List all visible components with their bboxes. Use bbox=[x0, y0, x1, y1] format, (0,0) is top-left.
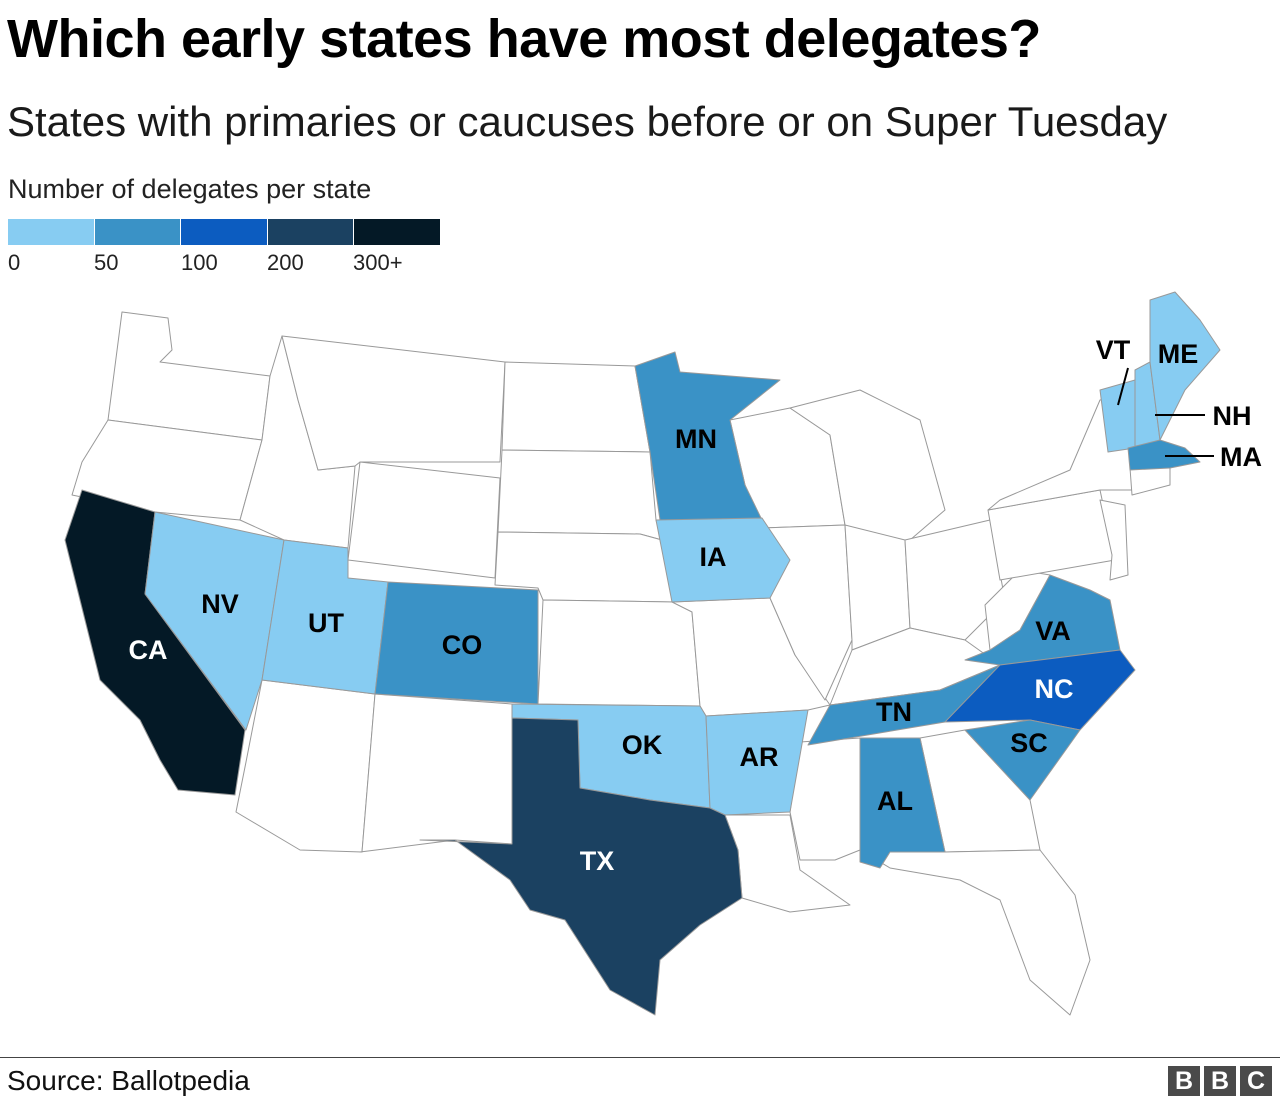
state-nj bbox=[1099, 499, 1129, 581]
chart-subtitle: States with primaries or caucuses before… bbox=[7, 98, 1168, 145]
footer-divider bbox=[0, 1057, 1280, 1058]
bbc-logo-letter-1: B bbox=[1168, 1066, 1200, 1096]
legend-swatch-300-plus bbox=[354, 219, 440, 245]
state-ia bbox=[655, 517, 791, 603]
label-nv: NV bbox=[201, 589, 239, 619]
label-me: ME bbox=[1158, 339, 1199, 369]
bbc-logo-letter-2: B bbox=[1204, 1066, 1236, 1096]
state-nd bbox=[501, 361, 651, 453]
state-va bbox=[964, 574, 1121, 666]
label-ia: IA bbox=[700, 542, 727, 572]
state-ks bbox=[537, 599, 701, 707]
label-va: VA bbox=[1035, 616, 1071, 646]
label-ma: MA bbox=[1220, 442, 1262, 472]
state-fl bbox=[859, 849, 1091, 1016]
state-mt bbox=[281, 335, 506, 471]
label-ca: CA bbox=[129, 635, 168, 665]
state-al bbox=[859, 737, 946, 869]
state-sc bbox=[964, 719, 1081, 801]
label-mn: MN bbox=[675, 424, 717, 454]
state-nm bbox=[359, 693, 513, 853]
label-al: AL bbox=[877, 786, 913, 816]
legend-swatch-0-50 bbox=[8, 219, 95, 245]
state-tx bbox=[419, 717, 743, 1016]
legend-swatch-200-300 bbox=[267, 219, 355, 245]
state-ma bbox=[1127, 439, 1201, 471]
state-wy bbox=[347, 461, 501, 579]
bbc-logo: B B C bbox=[1168, 1066, 1272, 1096]
us-choropleth-map: CA NV UT CO MN IA OK AR TX TN AL VA NC S… bbox=[64, 291, 1262, 1016]
state-me bbox=[1149, 291, 1221, 441]
state-ms bbox=[789, 737, 861, 861]
state-ar bbox=[705, 709, 809, 816]
state-mn bbox=[634, 351, 781, 521]
legend-tick-300-plus: 300+ bbox=[353, 250, 403, 275]
state-oh bbox=[904, 519, 1006, 641]
state-sd bbox=[497, 449, 663, 541]
label-ok: OK bbox=[622, 730, 663, 760]
state-az bbox=[235, 679, 376, 853]
label-ut: UT bbox=[308, 608, 344, 638]
label-vt: VT bbox=[1096, 335, 1131, 365]
state-wa bbox=[107, 311, 271, 441]
state-or bbox=[71, 419, 263, 521]
label-sc: SC bbox=[1010, 728, 1048, 758]
label-nc: NC bbox=[1035, 674, 1074, 704]
leader-line-vt bbox=[1117, 367, 1129, 406]
legend-tick-200: 200 bbox=[267, 250, 304, 275]
state-nv bbox=[144, 511, 285, 731]
label-tn: TN bbox=[876, 697, 912, 727]
legend-title: Number of delegates per state bbox=[8, 174, 372, 204]
label-nh: NH bbox=[1213, 401, 1252, 431]
legend-color-scale bbox=[8, 219, 440, 245]
source-note: Source: Ballotpedia bbox=[7, 1065, 250, 1096]
legend-swatch-100-200 bbox=[181, 219, 268, 245]
chart-title: Which early states have most delegates? bbox=[7, 9, 1041, 69]
legend-tick-0: 0 bbox=[8, 250, 21, 275]
bbc-logo-letter-3: C bbox=[1240, 1066, 1272, 1096]
legend-tick-50: 50 bbox=[94, 250, 119, 275]
label-co: CO bbox=[442, 630, 483, 660]
label-ar: AR bbox=[740, 742, 779, 772]
legend-swatch-50-100 bbox=[94, 219, 182, 245]
legend-tick-100: 100 bbox=[181, 250, 218, 275]
label-tx: TX bbox=[580, 846, 615, 876]
